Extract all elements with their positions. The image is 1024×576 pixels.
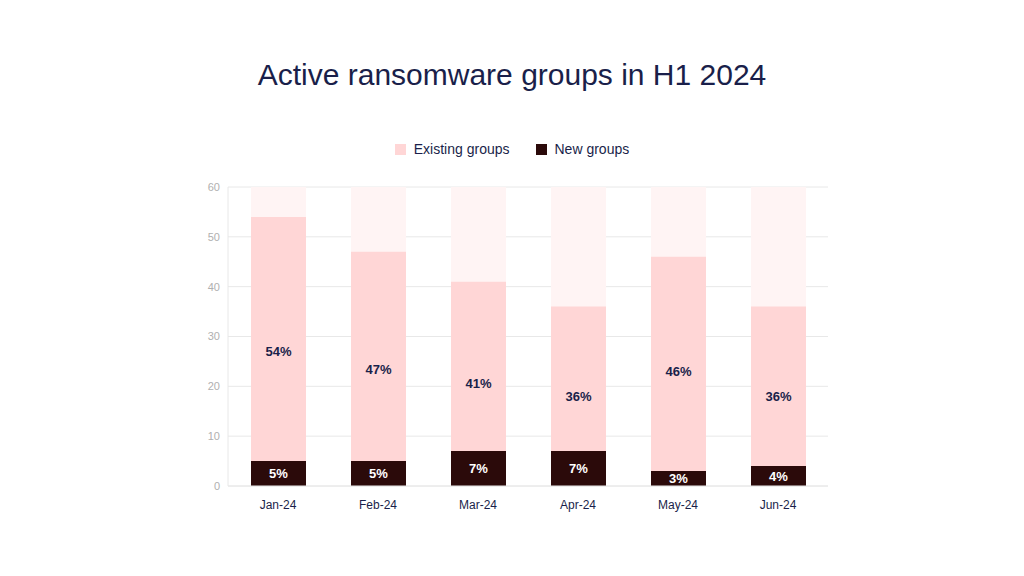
svg-text:Jan-24: Jan-24 <box>260 498 297 512</box>
svg-text:20: 20 <box>208 380 220 392</box>
svg-text:7%: 7% <box>469 461 488 476</box>
svg-text:47%: 47% <box>365 362 391 377</box>
svg-text:50: 50 <box>208 231 220 243</box>
html-text:Active ransomware groups in H1: Active ransomware groups in H1 2024 <box>257 58 767 91</box>
svg-text:5%: 5% <box>269 466 288 481</box>
svg-text:46%: 46% <box>665 364 691 379</box>
svg-text:10: 10 <box>208 430 220 442</box>
svg-text:0: 0 <box>214 480 220 492</box>
svg-text:41%: 41% <box>465 376 491 391</box>
html-text:Existing groups: Existing groups <box>413 141 510 157</box>
svg-text:30: 30 <box>208 330 220 342</box>
svg-text:4%: 4% <box>769 469 788 484</box>
html-text:New groups: New groups <box>554 141 630 157</box>
svg-text:36%: 36% <box>565 389 591 404</box>
svg-text:7%: 7% <box>569 461 588 476</box>
svg-text:3%: 3% <box>669 471 688 486</box>
svg-text:40: 40 <box>208 281 220 293</box>
svg-text:60: 60 <box>208 181 220 193</box>
svg-text:Apr-24: Apr-24 <box>560 498 596 512</box>
svg-text:May-24: May-24 <box>658 498 698 512</box>
svg-text:Jun-24: Jun-24 <box>760 498 797 512</box>
svg-text:Mar-24: Mar-24 <box>459 498 497 512</box>
svg-text:36%: 36% <box>765 389 791 404</box>
svg-text:54%: 54% <box>265 344 291 359</box>
svg-text:Feb-24: Feb-24 <box>359 498 397 512</box>
svg-text:5%: 5% <box>369 466 388 481</box>
